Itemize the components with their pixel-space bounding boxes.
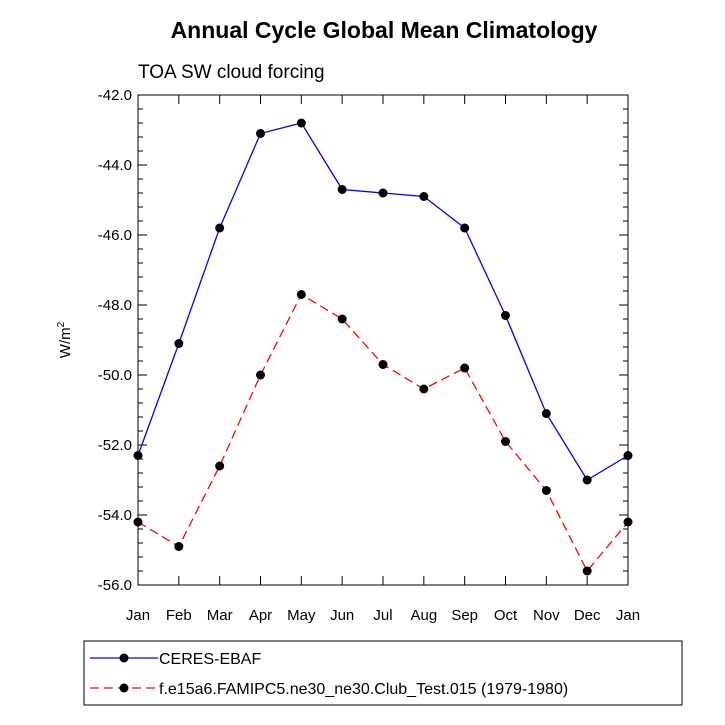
x-tick-label: Jul (373, 607, 392, 624)
chart-title: Annual Cycle Global Mean Climatology (171, 17, 598, 43)
series-1-marker (337, 185, 347, 194)
series-2-marker (501, 437, 510, 446)
axis-ticks (137, 94, 629, 586)
series-1-marker (501, 311, 510, 320)
series-1-marker (378, 188, 388, 198)
series-2-marker (460, 363, 470, 373)
series-1-marker (174, 339, 184, 348)
x-tick-label: Mar (207, 607, 233, 624)
legend-marker-2 (119, 683, 129, 693)
y-axis-label-group: W/m2 (56, 321, 74, 358)
x-tick-label: Feb (166, 607, 192, 624)
x-tick-label: Jun (330, 607, 354, 624)
series-2-marker (256, 370, 265, 380)
x-tick-label: Apr (249, 607, 272, 624)
x-tick-label: Dec (574, 607, 601, 624)
y-axis-label-superscript: 2 (56, 321, 67, 327)
x-tick-labels: Jan Feb Mar Apr May Jun Jul Aug Sep Oct Nov Dec Jan (126, 607, 640, 624)
x-tick-label: May (287, 607, 316, 624)
y-axis-label: W/m2 (56, 321, 74, 358)
legend-label-2: f.e15a6.FAMIPC5.ne30_ne30.Club_Test.015 … (159, 681, 568, 698)
x-tick-label: Nov (533, 607, 560, 624)
x-tick-label: Jan (126, 607, 150, 624)
series-2-marker (582, 566, 592, 576)
y-tick-label: -48.0 (98, 297, 132, 314)
y-tick-labels: -42.0 -44.0 -46.0 -48.0 -50.0 -52.0 -54.0 -56.0 (98, 87, 132, 594)
legend: CERES-EBAF f.e15a6.FAMIPC5.ne30_ne30.Club… (83, 640, 683, 706)
series-2-marker (419, 384, 429, 394)
chart-subtitle: TOA SW cloud forcing (138, 62, 325, 83)
series-1-marker (623, 451, 633, 460)
x-tick-label: Aug (410, 607, 437, 624)
series-1-marker (296, 118, 306, 128)
legend-marker-1 (119, 653, 129, 663)
y-tick-label: -52.0 (98, 437, 132, 454)
series-2-marker (174, 542, 184, 551)
series-line-1 (137, 122, 629, 481)
y-tick-label: -44.0 (98, 157, 132, 174)
y-axis-label-text: W/m (57, 327, 74, 358)
series-2-marker (541, 486, 551, 495)
series-2-marker (133, 517, 143, 527)
series-1-marker (460, 223, 470, 233)
y-tick-label: -50.0 (98, 367, 132, 384)
series-1-marker (582, 475, 592, 485)
y-tick-label: -46.0 (98, 227, 132, 244)
series-1-marker (215, 223, 225, 233)
y-tick-label: -54.0 (98, 507, 132, 524)
series-1-marker (541, 409, 551, 418)
x-tick-label: Jan (616, 607, 640, 624)
series-2-marker (623, 517, 633, 527)
legend-box (83, 640, 683, 706)
plot-frame (137, 94, 629, 586)
x-tick-label: Oct (494, 607, 518, 624)
y-tick-label: -56.0 (98, 577, 132, 594)
series-1-marker (256, 129, 265, 138)
series-2-marker (378, 360, 388, 369)
series-layer (133, 118, 633, 576)
x-tick-label: Sep (451, 607, 478, 624)
series-2-marker (337, 314, 347, 324)
series-1-marker (133, 451, 143, 460)
series-line-2 (137, 293, 629, 573)
series-1-marker (419, 192, 429, 201)
series-2-marker (296, 290, 306, 299)
legend-label-1: CERES-EBAF (159, 651, 261, 668)
y-tick-label: -42.0 (98, 87, 132, 104)
series-2-marker (215, 461, 225, 471)
